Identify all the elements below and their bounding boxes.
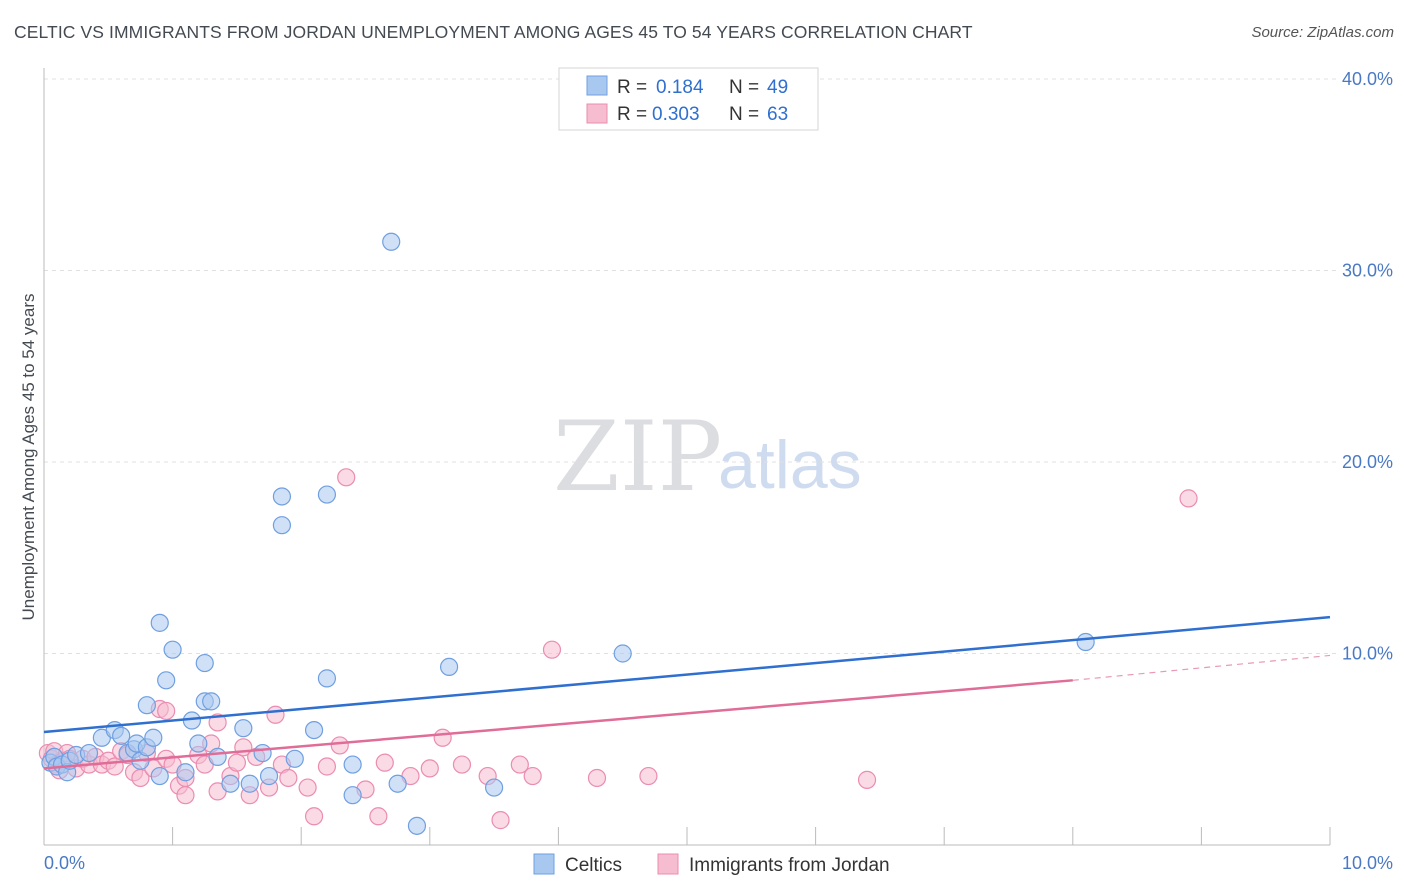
legend-n-value-jordan: 63 xyxy=(767,104,788,125)
bottom-legend-label-jordan: Immigrants from Jordan xyxy=(689,855,890,876)
chart-title: CELTIC VS IMMIGRANTS FROM JORDAN UNEMPLO… xyxy=(14,22,973,42)
legend-r-label-celtics: R = xyxy=(617,77,647,98)
data-point-jordan xyxy=(639,766,658,786)
data-point-jordan xyxy=(227,753,246,772)
data-point-jordan xyxy=(330,736,349,755)
data-point-jordan xyxy=(375,753,394,772)
data-point-celtics xyxy=(439,657,459,677)
data-point-jordan xyxy=(420,759,439,778)
y-tick-labels: 10.0% 20.0% 30.0% 40.0% xyxy=(1342,69,1393,664)
x-tick-label: 10.0% xyxy=(1342,853,1393,873)
data-point-celtics xyxy=(317,485,337,504)
legend-r-value-celtics: 0.184 xyxy=(656,77,704,98)
data-point-celtics xyxy=(407,816,427,835)
data-point-jordan xyxy=(452,755,472,774)
correlation-legend: R = 0.184 N = 49 R = 0.303 N = 63 xyxy=(558,67,819,131)
data-point-celtics xyxy=(304,720,324,740)
data-point-celtics xyxy=(343,755,362,774)
data-point-celtics xyxy=(221,774,240,793)
data-point-celtics xyxy=(234,719,253,738)
legend-r-value-jordan: 0.303 xyxy=(652,104,700,125)
watermark-zip: ZIP xyxy=(553,401,722,513)
data-point-jordan xyxy=(337,468,356,487)
trend-lines xyxy=(43,615,1331,770)
data-point-celtics xyxy=(144,728,163,747)
data-point-celtics xyxy=(485,778,504,797)
axes xyxy=(43,68,1331,846)
data-point-celtics xyxy=(157,671,176,690)
y-tick-label: 40.0% xyxy=(1342,69,1393,89)
data-point-celtics xyxy=(272,516,292,535)
data-point-celtics xyxy=(202,692,221,711)
data-point-celtics xyxy=(272,487,292,506)
legend-n-value-celtics: 49 xyxy=(767,77,788,98)
data-point-celtics xyxy=(163,640,182,659)
data-point-celtics xyxy=(208,747,227,767)
legend-n-label-celtics: N = xyxy=(729,77,759,98)
y-tick-label: 10.0% xyxy=(1342,644,1393,664)
data-point-jordan xyxy=(266,705,285,724)
trend-line-celtics xyxy=(43,615,1331,734)
data-point-jordan xyxy=(491,811,510,830)
data-point-jordan xyxy=(433,728,452,747)
data-point-jordan xyxy=(523,766,542,786)
y-axis-label: Unemployment Among Ages 45 to 54 years xyxy=(19,294,38,621)
legend-swatch-celtics xyxy=(586,75,608,96)
legend-n-label-jordan: N = xyxy=(729,104,759,125)
data-point-celtics xyxy=(150,766,169,786)
series-legend: Celtics Immigrants from Jordan xyxy=(533,853,890,876)
data-point-jordan xyxy=(298,778,317,797)
watermark: ZIP atlas xyxy=(553,401,862,513)
bottom-legend-swatch-celtics xyxy=(533,853,555,875)
data-point-celtics xyxy=(317,669,337,688)
data-point-jordan xyxy=(304,807,324,826)
data-point-jordan xyxy=(176,786,195,805)
data-point-celtics xyxy=(79,743,99,763)
data-point-celtics xyxy=(150,613,169,632)
data-point-jordan xyxy=(857,770,877,789)
data-point-celtics xyxy=(195,653,214,673)
data-point-celtics xyxy=(613,644,632,663)
data-point-celtics xyxy=(176,763,195,782)
data-point-jordan xyxy=(542,640,562,659)
x-tick-labels: 0.0% 10.0% xyxy=(44,853,1393,873)
bottom-legend-swatch-jordan xyxy=(657,853,679,875)
legend-swatch-jordan xyxy=(586,103,608,124)
data-point-jordan xyxy=(279,768,298,788)
data-point-celtics xyxy=(259,766,279,786)
data-point-jordan xyxy=(510,755,529,774)
data-point-celtics xyxy=(285,749,304,768)
data-point-jordan xyxy=(157,701,176,721)
data-point-celtics xyxy=(1076,632,1095,652)
data-point-celtics xyxy=(388,774,407,793)
data-point-celtics xyxy=(343,786,362,805)
y-tick-label: 20.0% xyxy=(1342,452,1393,472)
grid-lines xyxy=(44,78,1338,654)
y-tick-label: 30.0% xyxy=(1342,261,1393,281)
watermark-atlas: atlas xyxy=(718,427,862,503)
series-celtics-points xyxy=(41,232,1095,835)
data-point-celtics xyxy=(382,232,401,251)
data-point-jordan xyxy=(369,807,388,826)
trend-line-jordan-extension xyxy=(1072,654,1331,681)
data-point-celtics xyxy=(112,726,131,745)
data-point-celtics xyxy=(253,743,272,763)
x-tick-label: 0.0% xyxy=(44,853,85,873)
data-point-jordan xyxy=(317,757,337,776)
source-credit: Source: ZipAtlas.com xyxy=(1251,24,1394,41)
trend-line-jordan xyxy=(43,679,1073,770)
data-point-celtics xyxy=(240,774,259,793)
data-point-jordan xyxy=(587,768,607,788)
data-point-celtics xyxy=(137,696,156,715)
bottom-legend-label-celtics: Celtics xyxy=(565,855,622,876)
legend-r-label-jordan: R = xyxy=(617,104,647,125)
data-point-jordan xyxy=(208,713,227,732)
data-point-jordan xyxy=(1179,489,1198,508)
data-point-celtics xyxy=(189,734,208,753)
